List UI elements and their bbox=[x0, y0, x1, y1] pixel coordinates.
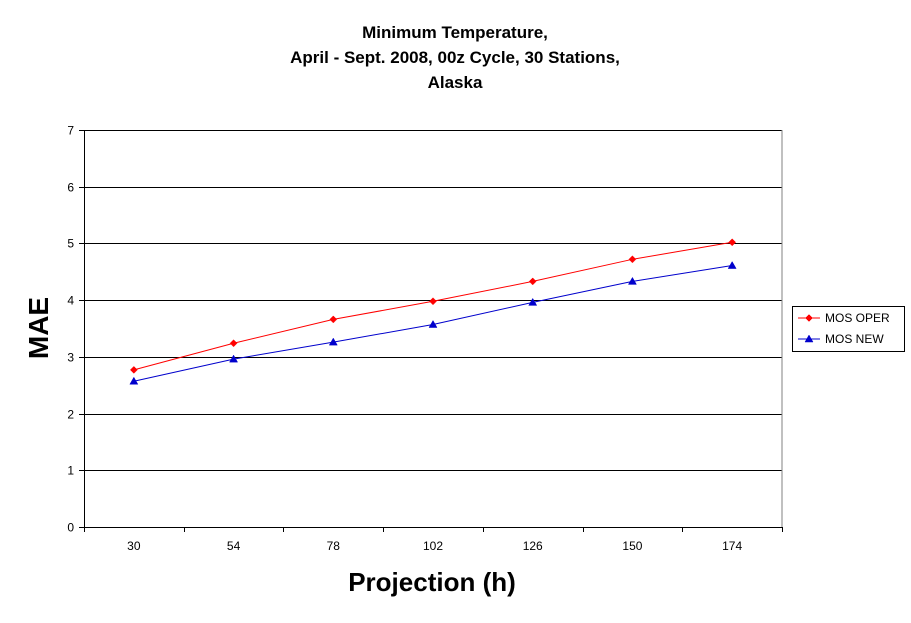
x-tick-label: 78 bbox=[327, 539, 341, 553]
y-tick-label: 3 bbox=[67, 351, 74, 365]
legend: MOS OPER MOS NEW bbox=[792, 306, 905, 352]
x-tick-label: 54 bbox=[227, 539, 241, 553]
x-tick-label: 30 bbox=[127, 539, 141, 553]
data-point-mos-oper bbox=[329, 315, 338, 324]
y-tick-label: 0 bbox=[67, 521, 74, 535]
chart-title-line-3: Alaska bbox=[428, 73, 483, 92]
y-tick-label: 6 bbox=[67, 181, 74, 195]
data-point-mos-oper bbox=[429, 297, 437, 306]
x-tick-label: 102 bbox=[423, 539, 443, 553]
axes bbox=[79, 130, 783, 532]
legend-label-mos-oper: MOS OPER bbox=[825, 311, 890, 325]
x-tick-label: 174 bbox=[722, 539, 742, 553]
x-tick-label: 126 bbox=[523, 539, 543, 553]
y-tick-label: 1 bbox=[67, 464, 74, 478]
y-tick-label: 4 bbox=[67, 294, 74, 308]
data-point-mos-oper bbox=[528, 277, 537, 286]
data-point-mos-oper bbox=[628, 255, 637, 264]
y-tick-label: 5 bbox=[67, 237, 74, 251]
y-tick-label: 2 bbox=[67, 408, 74, 422]
series-layer bbox=[129, 238, 737, 385]
y-tick-labels: 0 1 2 3 4 5 6 7 bbox=[67, 124, 74, 535]
legend-label-mos-new: MOS NEW bbox=[825, 332, 884, 346]
legend-box bbox=[792, 306, 905, 352]
data-point-mos-new bbox=[727, 261, 737, 269]
data-point-mos-new bbox=[129, 376, 139, 385]
legend-marker-mos-oper bbox=[805, 314, 813, 322]
data-point-mos-new bbox=[528, 297, 538, 306]
series-line-mos-oper bbox=[133, 241, 733, 371]
data-point-mos-oper bbox=[229, 339, 238, 348]
legend-marker-mos-new bbox=[804, 334, 814, 343]
chart-title-line-2: April - Sept. 2008, 00z Cycle, 30 Statio… bbox=[290, 48, 620, 67]
data-point-mos-new bbox=[229, 354, 239, 363]
y-tick-label: 7 bbox=[67, 124, 74, 138]
data-point-mos-new bbox=[428, 320, 438, 328]
x-tick-label: 150 bbox=[622, 539, 642, 553]
data-point-mos-new bbox=[328, 337, 338, 346]
data-point-mos-oper bbox=[728, 238, 736, 247]
chart-title-line-1: Minimum Temperature, bbox=[362, 23, 548, 42]
data-point-mos-oper bbox=[130, 366, 138, 374]
chart-title: Minimum Temperature, April - Sept. 2008,… bbox=[290, 23, 620, 92]
data-point-mos-new bbox=[627, 276, 637, 285]
y-axis-title: MAE bbox=[23, 297, 54, 359]
x-axis-title: Projection (h) bbox=[348, 567, 516, 597]
x-tick-labels: 30 54 78 102 126 150 174 bbox=[127, 539, 742, 553]
gridlines bbox=[84, 130, 782, 471]
